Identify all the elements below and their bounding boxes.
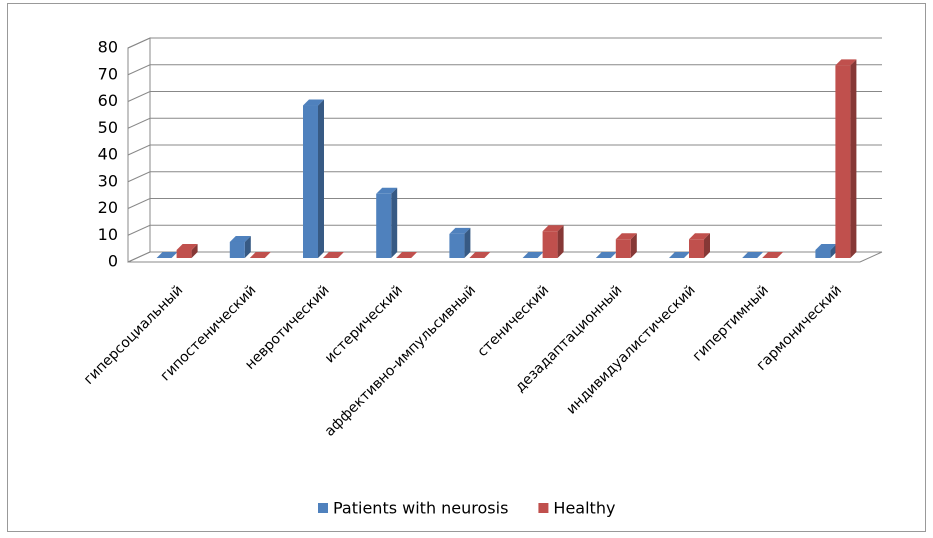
bar-top [742, 252, 764, 258]
bar-front [542, 231, 558, 258]
bar-front [689, 239, 704, 258]
y-tick-label: 20 [98, 198, 118, 217]
y-tick-label: 10 [98, 225, 118, 244]
bar-front [449, 233, 465, 258]
bar-side [244, 235, 251, 258]
legend-label: Patients with neurosis [333, 499, 508, 518]
bar-top [229, 235, 251, 242]
bar-side [704, 233, 710, 258]
bar-top [615, 233, 637, 240]
bar [156, 252, 178, 259]
chart-border [7, 3, 926, 532]
bar-top [249, 252, 271, 258]
bar [176, 243, 198, 258]
bar [595, 252, 617, 259]
bar-side [630, 233, 637, 258]
bar [762, 252, 784, 259]
grid-line [127, 224, 882, 236]
legend-label: Healthy [553, 499, 615, 518]
bar-side [391, 187, 398, 258]
grid-line [127, 91, 882, 102]
bar-top [689, 233, 710, 240]
bar-top [835, 59, 857, 66]
bar-top [469, 252, 491, 258]
legend: Patients with neurosis Healthy [318, 499, 615, 518]
y-tick-label: 0 [108, 252, 118, 271]
bar-side [191, 243, 198, 258]
bar-front [615, 239, 631, 258]
bar-top [449, 227, 471, 234]
grid-line [127, 117, 882, 129]
grid-line [127, 64, 882, 76]
y-tick-label: 80 [98, 38, 118, 57]
y-tick-label: 40 [98, 145, 118, 164]
y-tick-label: 50 [98, 118, 118, 137]
bar-top [396, 252, 418, 258]
bar-top [542, 225, 564, 232]
bar [742, 252, 764, 259]
floor-edge [128, 251, 883, 263]
grid-line [127, 251, 882, 263]
bar-side [557, 225, 564, 258]
y-tick-label: 30 [98, 171, 118, 190]
grid-line [127, 144, 882, 156]
bar [835, 59, 857, 259]
bar [615, 233, 637, 258]
bar-front [815, 249, 831, 258]
bar-side [850, 59, 857, 259]
legend-swatch [318, 503, 328, 513]
bar-front [176, 249, 192, 258]
bar [469, 252, 491, 259]
grid-line [127, 37, 882, 49]
bar [542, 225, 564, 258]
bar [396, 252, 418, 259]
grid-line [127, 171, 882, 183]
grid-line [127, 198, 882, 209]
y-tick-label: 60 [98, 91, 118, 110]
bar-top [156, 252, 178, 258]
bar-top [376, 187, 398, 194]
bar [249, 252, 271, 259]
bar-top [595, 252, 617, 258]
bar-top [303, 99, 324, 106]
bar-front [229, 241, 245, 258]
bar-top [522, 252, 544, 258]
grid [127, 37, 883, 263]
legend-swatch [538, 503, 549, 513]
bar-side [464, 227, 471, 258]
bar-front [303, 105, 318, 259]
bar [229, 235, 251, 258]
bar-front [835, 65, 851, 259]
bar [376, 187, 398, 258]
bar [522, 252, 544, 259]
bars [156, 59, 857, 259]
bar [303, 99, 324, 259]
bar-top [815, 243, 837, 250]
bar [669, 252, 690, 259]
bar-top [323, 252, 344, 258]
y-tick-label: 70 [98, 64, 118, 83]
bar-top [762, 252, 784, 258]
bar-top [176, 243, 198, 250]
bar-side [830, 243, 837, 258]
bar [323, 252, 344, 259]
bar [689, 233, 710, 258]
bar [449, 227, 471, 258]
bar [815, 243, 837, 258]
bar-front [376, 193, 392, 258]
bar-top [669, 252, 690, 258]
bar-side [318, 99, 324, 259]
